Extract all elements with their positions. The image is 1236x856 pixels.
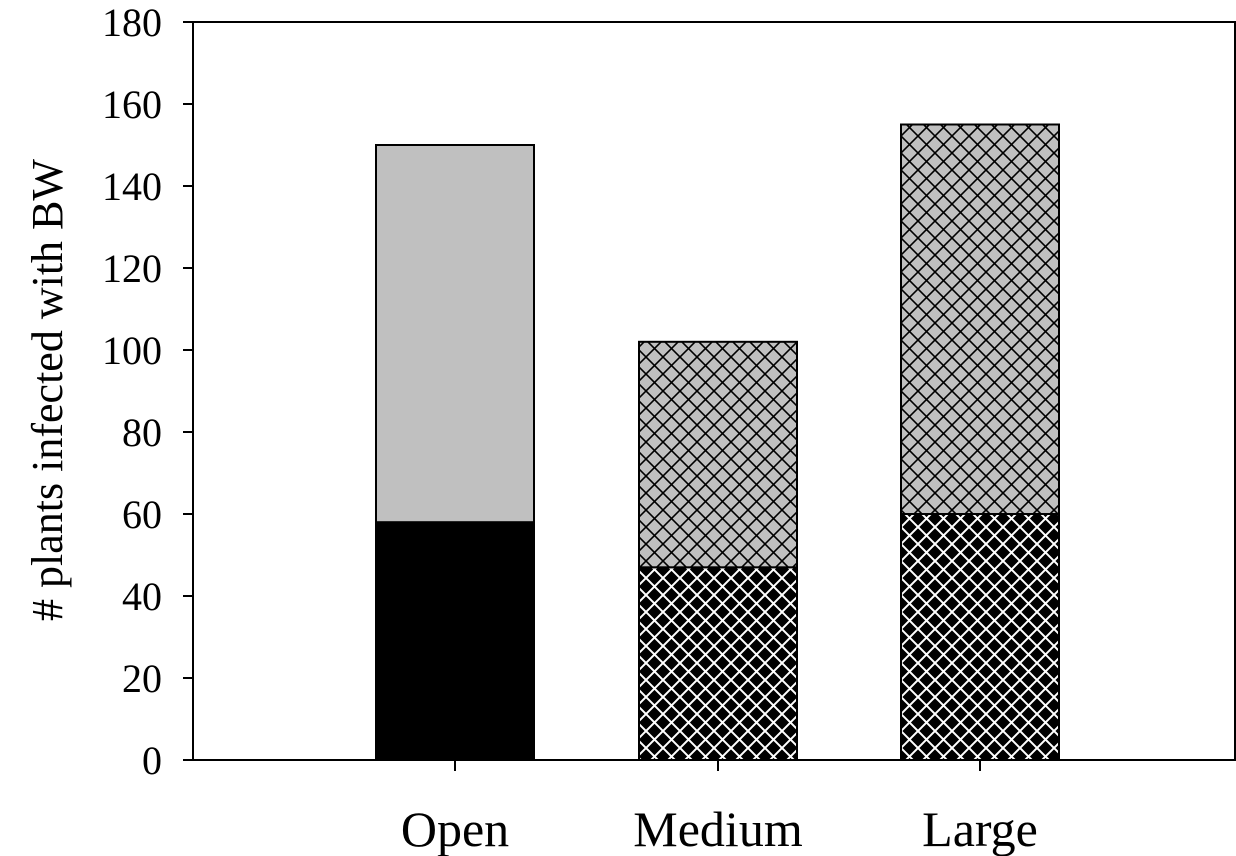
- bar-open-segment-1: [375, 521, 535, 762]
- y-tick-label-40: 40: [122, 574, 162, 619]
- y-tick-label-20: 20: [122, 656, 162, 701]
- y-tick-label-140: 140: [102, 164, 162, 209]
- bar-medium-segment-2: [638, 340, 798, 569]
- y-tick-label-180: 180: [102, 0, 162, 45]
- y-tick-label-160: 160: [102, 82, 162, 127]
- y-tick-label-100: 100: [102, 328, 162, 373]
- y-tick-label-60: 60: [122, 492, 162, 537]
- bar-open-segment-2: [375, 144, 535, 524]
- axes-layer: 0 20 40 60 80 100 120 140 160 180 Open Medium Large: [102, 0, 1236, 856]
- y-axis-title: # plants infected with BW: [23, 159, 72, 621]
- x-label-medium: Medium: [633, 801, 803, 856]
- x-label-open: Open: [401, 801, 509, 856]
- bar-large-segment-1: [900, 513, 1060, 761]
- y-tick-label-120: 120: [102, 246, 162, 291]
- y-tick-label-80: 80: [122, 410, 162, 455]
- bar-large-segment-2: [900, 123, 1060, 515]
- y-tick-label-0: 0: [142, 738, 162, 783]
- bars-layer: [375, 123, 1060, 762]
- bar-medium-segment-1: [638, 566, 798, 761]
- x-label-large: Large: [922, 801, 1038, 856]
